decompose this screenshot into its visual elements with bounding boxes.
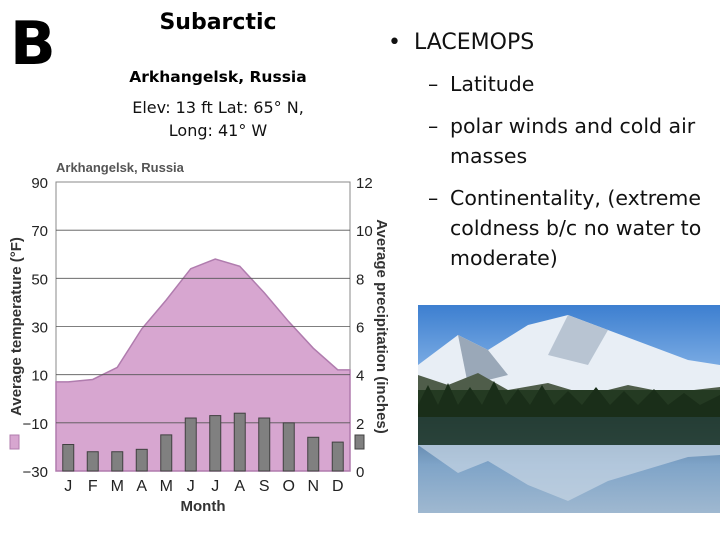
x-axis-label: Month [181, 498, 226, 515]
slide-title: Subarctic [159, 10, 277, 35]
x-tick-label: M [160, 478, 173, 495]
sub-bullet-text: Continentality, (extreme coldness b/c no… [450, 186, 702, 270]
temperature-area [55, 258, 351, 472]
sub-bullet: – Latitude [428, 69, 720, 99]
y-axis-label: Average temperature (°F) [8, 237, 25, 416]
x-tick-label: J [211, 478, 219, 495]
sub-bullet-text: polar winds and cold air masses [450, 114, 696, 168]
chart-caption: Arkhangelsk, Russia [56, 160, 185, 175]
x-tick-label: J [187, 478, 195, 495]
x-tick-label: D [332, 478, 344, 495]
y2-tick-label: 0 [356, 464, 364, 481]
climograph-chart: Arkhangelsk, Russia 90 70 50 30 10 −10 −30 12 10 8… [8, 160, 390, 515]
sub-bullet: – Continentality, (extreme coldness b/c n… [428, 183, 720, 273]
precipitation-bar [111, 451, 124, 472]
y-tick-label: 90 [31, 175, 48, 192]
sub-bullet-text: Latitude [450, 72, 535, 96]
main-bullet-text: LACEMOPS [414, 30, 535, 55]
x-tick-label: F [88, 478, 98, 495]
y2-tick-label: 2 [356, 416, 364, 433]
y-tick-label: 30 [31, 320, 48, 337]
bullet-dot-icon: • [388, 30, 401, 55]
location-details-line1: Elev: 13 ft Lat: 65° N, [132, 98, 304, 117]
precipitation-bar [86, 451, 99, 472]
x-tick-label: A [234, 478, 245, 495]
y-tick-label: 10 [31, 368, 48, 385]
legend-precipitation-swatch [354, 434, 365, 450]
precipitation-bar [331, 441, 344, 472]
y-tick-label: 50 [31, 271, 48, 288]
precipitation-bar [135, 448, 148, 472]
y-tick-label: −10 [23, 416, 48, 433]
precipitation-bar [233, 412, 246, 472]
precipitation-bar [62, 444, 75, 472]
x-tick-label: O [283, 478, 295, 495]
dash-icon: – [428, 186, 439, 210]
sub-bullet-list: – Latitude – polar winds and cold air mass… [428, 69, 720, 273]
x-tick-label: S [259, 478, 270, 495]
legend-temperature-swatch [9, 434, 20, 450]
x-tick-label: N [307, 478, 319, 495]
x-tick-label: M [111, 478, 124, 495]
precipitation-bar [258, 417, 271, 472]
sub-bullet: – polar winds and cold air masses [428, 111, 720, 171]
y2-tick-label: 10 [356, 223, 373, 240]
precipitation-bar [184, 417, 197, 472]
location-details-line2: Long: 41° W [168, 121, 268, 140]
y2-tick-label: 6 [356, 320, 364, 337]
y-tick-label: −30 [23, 464, 48, 481]
y2-tick-label: 8 [356, 271, 364, 288]
y2-axis-label: Average precipitation (inches) [373, 219, 390, 434]
x-tick-label: A [136, 478, 147, 495]
x-tick-label: J [64, 478, 72, 495]
location-details: Elev: 13 ft Lat: 65° N, Long: 41° W [104, 96, 332, 142]
precipitation-bar [160, 434, 173, 472]
precipitation-bar [307, 436, 320, 472]
main-bullet: • LACEMOPS [388, 30, 720, 55]
bullet-list: • LACEMOPS – Latitude – polar winds and col… [388, 26, 720, 285]
y2-tick-label: 4 [356, 368, 364, 385]
y2-tick-label: 12 [356, 175, 373, 192]
dash-icon: – [428, 72, 439, 96]
y-tick-label: 70 [31, 223, 48, 240]
mountain-lake-photo [418, 305, 720, 513]
section-letter: B [10, 9, 56, 79]
chart-title: Arkhangelsk, Russia [129, 68, 307, 86]
precipitation-bar [209, 415, 222, 472]
precipitation-bar [282, 422, 295, 472]
dash-icon: – [428, 114, 439, 138]
